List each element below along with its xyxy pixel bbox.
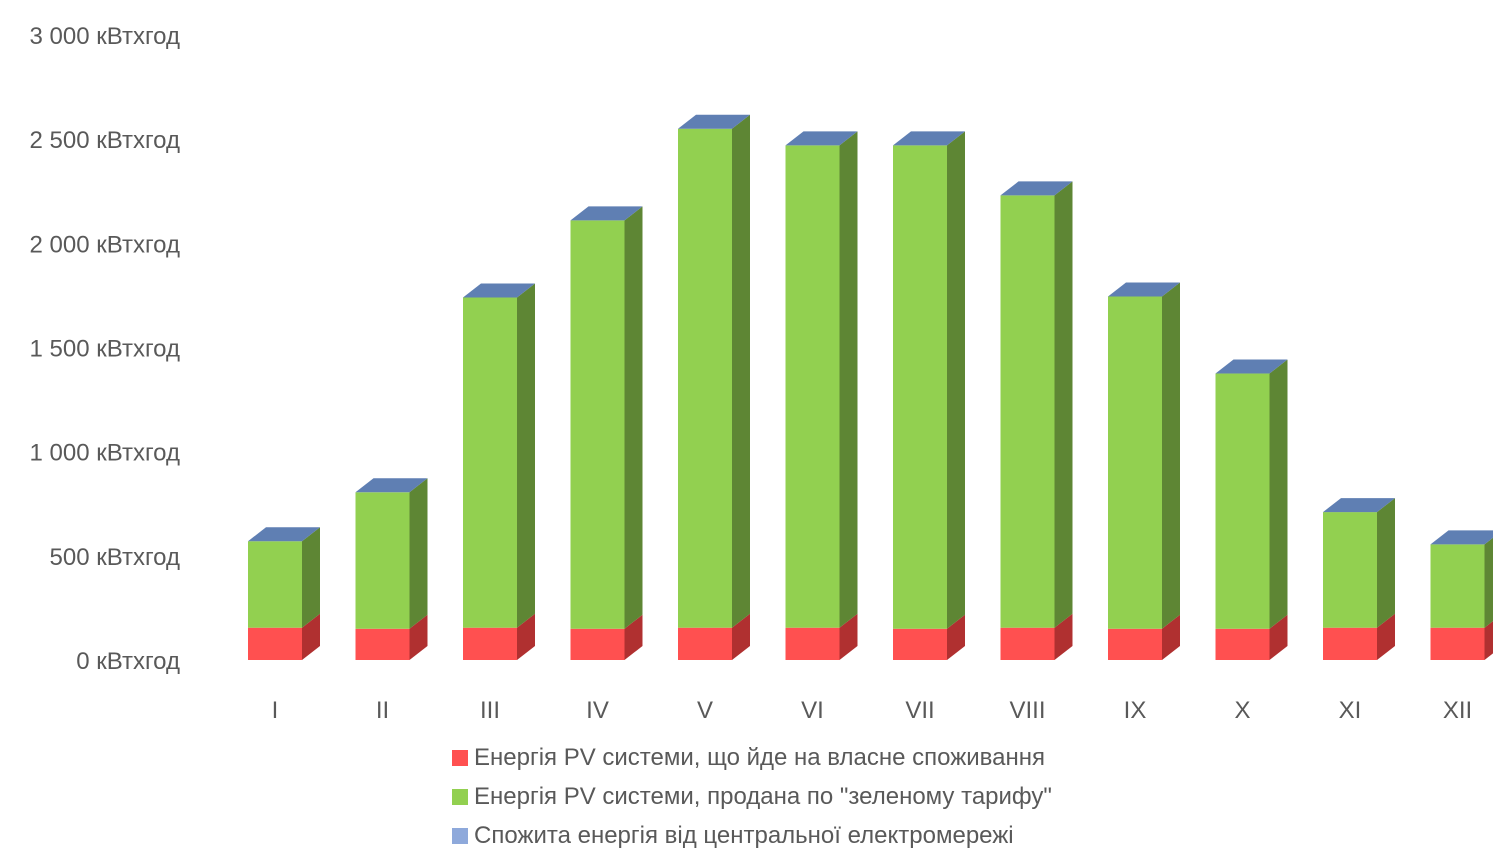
bar-segment-1-front bbox=[463, 298, 517, 628]
bar-segment-0-front bbox=[1216, 629, 1270, 660]
bar-segment-1-side bbox=[517, 284, 535, 628]
bar-segment-1-front bbox=[1431, 544, 1485, 627]
x-tick-label: X bbox=[1234, 697, 1250, 724]
legend-swatch-red bbox=[452, 750, 468, 766]
legend-item-self-consumption: Енергія PV системи, що йде на власне спо… bbox=[452, 738, 1052, 777]
legend-swatch-blue bbox=[452, 828, 468, 844]
legend-label-self-consumption: Енергія PV системи, що йде на власне спо… bbox=[474, 744, 1045, 772]
y-tick-label: 0 кВтхгод bbox=[76, 648, 180, 675]
y-tick-label: 1 500 кВтхгод bbox=[30, 336, 180, 363]
bar-segment-1-side bbox=[1270, 360, 1288, 629]
y-tick-label: 2 500 кВтхгод bbox=[30, 127, 180, 154]
bar-segment-1-side bbox=[1162, 282, 1180, 628]
bar-segment-1-front bbox=[678, 129, 732, 628]
bar-segment-0-front bbox=[1323, 628, 1377, 660]
bar-segment-1-side bbox=[1485, 530, 1493, 627]
bar-segment-1-front bbox=[1216, 374, 1270, 629]
bar-segment-1-side bbox=[410, 478, 428, 628]
bar-stack bbox=[1216, 360, 1288, 660]
bar-segment-1-front bbox=[571, 220, 625, 628]
bar-stack bbox=[1001, 181, 1073, 660]
bar-segment-1-front bbox=[786, 145, 840, 627]
x-tick-label: V bbox=[697, 697, 713, 724]
bar-segment-1-front bbox=[1001, 195, 1055, 627]
bar-stack bbox=[893, 131, 965, 660]
bar-segment-0-front bbox=[1431, 628, 1485, 660]
x-tick-label: I bbox=[272, 697, 279, 724]
bar-segment-0-front bbox=[893, 629, 947, 660]
legend-item-green-tariff: Енергія PV системи, продана по "зеленому… bbox=[452, 777, 1052, 816]
bar-segment-0-front bbox=[1108, 629, 1162, 660]
bar-segment-1-front bbox=[356, 492, 410, 628]
x-tick-label: II bbox=[376, 697, 389, 724]
y-tick-label: 500 кВтхгод bbox=[50, 544, 180, 571]
bar-segment-1-side bbox=[1377, 498, 1395, 628]
x-tick-label: IV bbox=[586, 697, 609, 724]
bar-segment-0-front bbox=[678, 628, 732, 660]
bar-stack bbox=[786, 131, 858, 660]
bar-segment-0-front bbox=[786, 628, 840, 660]
bar-segment-1-front bbox=[1323, 512, 1377, 628]
bar-stack bbox=[463, 284, 535, 661]
y-tick-label: 1 000 кВтхгод bbox=[30, 440, 180, 467]
bar-segment-1-side bbox=[947, 131, 965, 628]
bar-stack bbox=[356, 478, 428, 660]
bar-top-cap bbox=[1431, 530, 1493, 544]
x-tick-label: VII bbox=[905, 697, 934, 724]
bar-stack bbox=[1323, 498, 1395, 660]
x-tick-label: VI bbox=[801, 697, 824, 724]
bar-segment-0-front bbox=[1001, 628, 1055, 660]
bar-segment-1-front bbox=[893, 145, 947, 628]
bar-segment-1-side bbox=[302, 527, 320, 627]
bar-segment-1-side bbox=[625, 206, 643, 628]
bar-segment-0-front bbox=[571, 629, 625, 660]
bar-segment-1-front bbox=[1108, 296, 1162, 628]
bar-segment-1-side bbox=[732, 115, 750, 628]
y-tick-label: 3 000 кВтхгод bbox=[30, 23, 180, 50]
bar-stack bbox=[1108, 282, 1180, 660]
x-tick-label: XII bbox=[1443, 697, 1472, 724]
bar-stack bbox=[1431, 530, 1493, 660]
bar-stack bbox=[248, 527, 320, 660]
legend-label-grid-energy: Спожита енергія від центральної електром… bbox=[474, 822, 1014, 850]
bar-stack bbox=[678, 115, 750, 660]
bar-stack bbox=[571, 206, 643, 660]
x-tick-label: XI bbox=[1339, 697, 1362, 724]
legend-item-grid-energy: Спожита енергія від центральної електром… bbox=[452, 816, 1052, 855]
legend-label-green-tariff: Енергія PV системи, продана по "зеленому… bbox=[474, 783, 1052, 811]
bar-segment-1-side bbox=[840, 131, 858, 627]
bars bbox=[248, 115, 1493, 660]
bar-segment-0-front bbox=[463, 628, 517, 660]
y-tick-label: 2 000 кВтхгод bbox=[30, 231, 180, 258]
x-tick-label: III bbox=[480, 697, 500, 724]
bar-segment-1-side bbox=[1055, 181, 1073, 627]
bar-segment-0-front bbox=[356, 629, 410, 660]
bar-segment-1-front bbox=[248, 541, 302, 627]
y-axis: 0 кВтхгод 500 кВтхгод 1 000 кВтхгод 1 500 к… bbox=[30, 23, 180, 675]
bar-segment-0-front bbox=[248, 628, 302, 660]
legend: Енергія PV системи, що йде на власне спо… bbox=[452, 738, 1052, 855]
legend-swatch-green bbox=[452, 789, 468, 805]
x-tick-label: VIII bbox=[1009, 697, 1045, 724]
x-tick-label: IX bbox=[1124, 697, 1147, 724]
